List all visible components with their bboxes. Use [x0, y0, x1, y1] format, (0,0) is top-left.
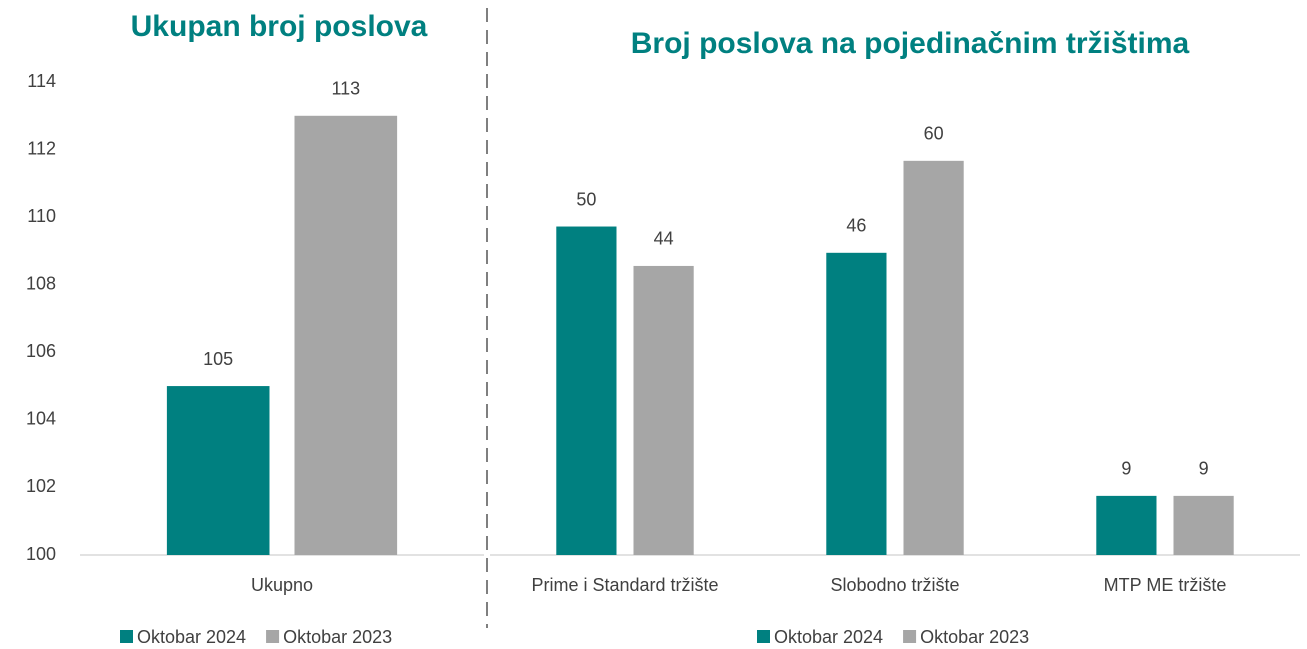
data-label: 9	[1121, 459, 1131, 479]
bar	[633, 265, 694, 555]
y-tick-label: 114	[27, 71, 56, 91]
legend-label: Oktobar 2024	[137, 627, 246, 647]
x-tick-label: Ukupno	[251, 575, 313, 595]
data-label: 44	[654, 229, 674, 249]
bar	[1096, 495, 1157, 555]
x-tick-label: Slobodno tržište	[830, 575, 959, 595]
y-tick-label: 110	[27, 206, 56, 226]
y-tick-label: 108	[26, 273, 56, 293]
x-tick-label: Prime i Standard tržište	[531, 575, 718, 595]
y-tick-label: 100	[26, 544, 56, 564]
y-tick-label: 112	[27, 138, 56, 158]
legend-label: Oktobar 2023	[920, 627, 1029, 647]
chart-title: Ukupan broj poslova	[131, 10, 428, 43]
legend-swatch	[120, 630, 133, 643]
bar	[826, 252, 887, 556]
x-tick-label: MTP ME tržište	[1104, 575, 1227, 595]
y-tick-label: 102	[26, 476, 56, 496]
data-label: 105	[203, 349, 233, 369]
legend-swatch	[757, 630, 770, 643]
bar	[166, 386, 270, 555]
bar	[294, 115, 398, 556]
legend-label: Oktobar 2023	[283, 627, 392, 647]
bar	[903, 160, 964, 556]
chart-title: Broj poslova na pojedinačnim tržištima	[631, 27, 1190, 60]
data-label: 60	[924, 124, 944, 144]
legend-swatch	[903, 630, 917, 643]
y-tick-label: 106	[26, 341, 56, 361]
data-label: 50	[576, 189, 596, 209]
legend-label: Oktobar 2024	[774, 627, 883, 647]
legend-swatch	[266, 630, 280, 643]
data-label: 46	[846, 216, 866, 236]
y-tick-label: 104	[26, 409, 56, 429]
bar	[556, 226, 617, 555]
data-label: 9	[1199, 459, 1209, 479]
bar	[1173, 495, 1234, 555]
data-label: 113	[331, 79, 360, 99]
